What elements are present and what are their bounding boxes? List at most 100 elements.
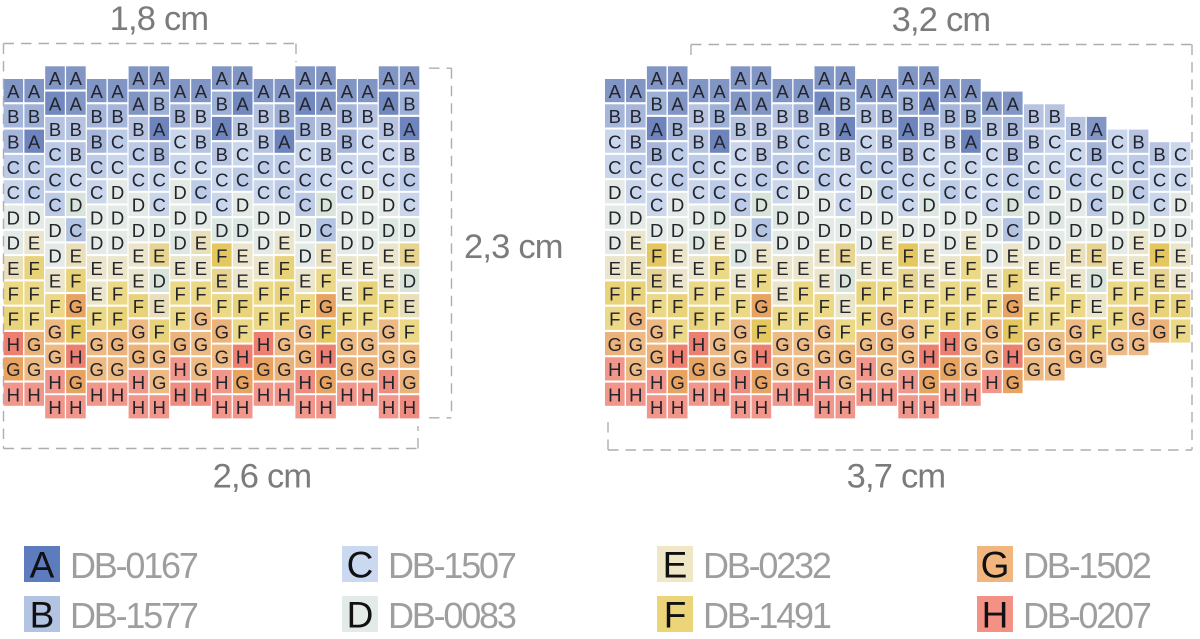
- svg-text:D: D: [111, 182, 124, 203]
- svg-text:H: H: [818, 397, 831, 418]
- svg-text:G: G: [796, 334, 810, 355]
- svg-text:G: G: [754, 372, 768, 393]
- svg-text:G: G: [1089, 347, 1103, 368]
- svg-text:F: F: [1133, 283, 1144, 304]
- svg-text:D: D: [1069, 195, 1082, 216]
- svg-text:H: H: [69, 347, 82, 368]
- svg-text:A: A: [236, 68, 249, 89]
- svg-text:D: D: [692, 207, 705, 228]
- svg-text:E: E: [1174, 271, 1186, 292]
- svg-text:C: C: [776, 157, 789, 178]
- svg-text:E: E: [860, 258, 872, 279]
- svg-text:G: G: [733, 321, 747, 342]
- svg-text:A: A: [320, 68, 333, 89]
- svg-text:G: G: [629, 309, 643, 330]
- svg-text:D: D: [692, 233, 705, 254]
- svg-text:C: C: [1069, 169, 1082, 190]
- svg-text:A: A: [7, 81, 20, 102]
- svg-text:E: E: [923, 245, 935, 266]
- svg-text:G: G: [712, 334, 726, 355]
- svg-text:G: G: [880, 359, 894, 380]
- svg-text:F: F: [965, 309, 976, 330]
- svg-text:E: E: [1132, 258, 1144, 279]
- svg-text:C: C: [629, 182, 642, 203]
- svg-text:A: A: [70, 68, 83, 89]
- svg-text:D: D: [1027, 233, 1040, 254]
- svg-text:A: A: [692, 81, 705, 102]
- svg-text:B: B: [944, 132, 956, 153]
- svg-text:C: C: [922, 144, 935, 165]
- svg-text:B: B: [1007, 144, 1019, 165]
- svg-text:DB-1577: DB-1577: [70, 595, 198, 636]
- svg-text:H: H: [671, 347, 684, 368]
- svg-text:C: C: [818, 144, 831, 165]
- svg-text:G: G: [775, 334, 789, 355]
- svg-text:H: H: [629, 385, 642, 406]
- svg-text:C: C: [278, 182, 291, 203]
- svg-text:G: G: [256, 359, 270, 380]
- svg-text:B: B: [692, 106, 704, 127]
- svg-text:B: B: [320, 119, 332, 140]
- svg-text:H: H: [860, 385, 873, 406]
- svg-text:G: G: [1006, 372, 1020, 393]
- svg-text:E: E: [1090, 245, 1102, 266]
- svg-text:A: A: [70, 94, 83, 115]
- svg-text:C: C: [1132, 157, 1145, 178]
- svg-text:D: D: [153, 271, 166, 292]
- svg-text:H: H: [278, 385, 291, 406]
- svg-text:E: E: [403, 245, 415, 266]
- svg-text:E: E: [1028, 258, 1040, 279]
- svg-text:F: F: [819, 296, 830, 317]
- svg-text:C: C: [839, 195, 852, 216]
- svg-text:B: B: [382, 119, 394, 140]
- svg-text:E: E: [299, 271, 311, 292]
- svg-text:G: G: [650, 321, 664, 342]
- svg-text:D: D: [194, 207, 207, 228]
- svg-text:H: H: [7, 385, 20, 406]
- svg-text:D: D: [1027, 207, 1040, 228]
- svg-text:G: G: [277, 359, 291, 380]
- svg-text:H: H: [839, 397, 852, 418]
- svg-text:F: F: [861, 309, 872, 330]
- svg-text:E: E: [70, 245, 82, 266]
- svg-text:E: E: [1049, 258, 1061, 279]
- svg-text:G: G: [131, 347, 145, 368]
- svg-text:G: G: [402, 372, 416, 393]
- svg-text:E: E: [341, 258, 353, 279]
- svg-text:3,2 cm: 3,2 cm: [892, 1, 991, 39]
- svg-text:F: F: [693, 283, 704, 304]
- svg-text:E: E: [28, 233, 40, 254]
- svg-text:D: D: [1132, 207, 1145, 228]
- svg-text:H: H: [943, 385, 956, 406]
- svg-text:B: B: [28, 106, 40, 127]
- svg-text:D: D: [818, 220, 831, 241]
- svg-text:E: E: [965, 233, 977, 254]
- svg-text:G: G: [1027, 359, 1041, 380]
- svg-text:E: E: [257, 258, 269, 279]
- svg-text:H: H: [173, 359, 186, 380]
- svg-text:D: D: [90, 233, 103, 254]
- svg-text:G: G: [381, 321, 395, 342]
- svg-text:F: F: [902, 296, 913, 317]
- svg-text:F: F: [133, 296, 144, 317]
- svg-text:A: A: [216, 119, 229, 140]
- svg-text:B: B: [651, 144, 663, 165]
- svg-text:H: H: [713, 385, 726, 406]
- svg-text:C: C: [860, 157, 873, 178]
- svg-text:D: D: [48, 220, 61, 241]
- svg-text:F: F: [672, 321, 683, 342]
- svg-text:D: D: [608, 182, 621, 203]
- svg-text:F: F: [154, 321, 165, 342]
- svg-text:E: E: [278, 233, 290, 254]
- svg-text:B: B: [299, 119, 311, 140]
- svg-text:C: C: [27, 157, 40, 178]
- svg-text:D: D: [173, 233, 186, 254]
- svg-text:F: F: [404, 321, 415, 342]
- svg-text:A: A: [49, 68, 62, 89]
- svg-text:C: C: [1111, 132, 1124, 153]
- svg-text:H: H: [236, 347, 249, 368]
- svg-text:G: G: [152, 372, 166, 393]
- svg-text:B: B: [216, 94, 228, 115]
- svg-text:F: F: [91, 309, 102, 330]
- svg-text:F: F: [881, 283, 892, 304]
